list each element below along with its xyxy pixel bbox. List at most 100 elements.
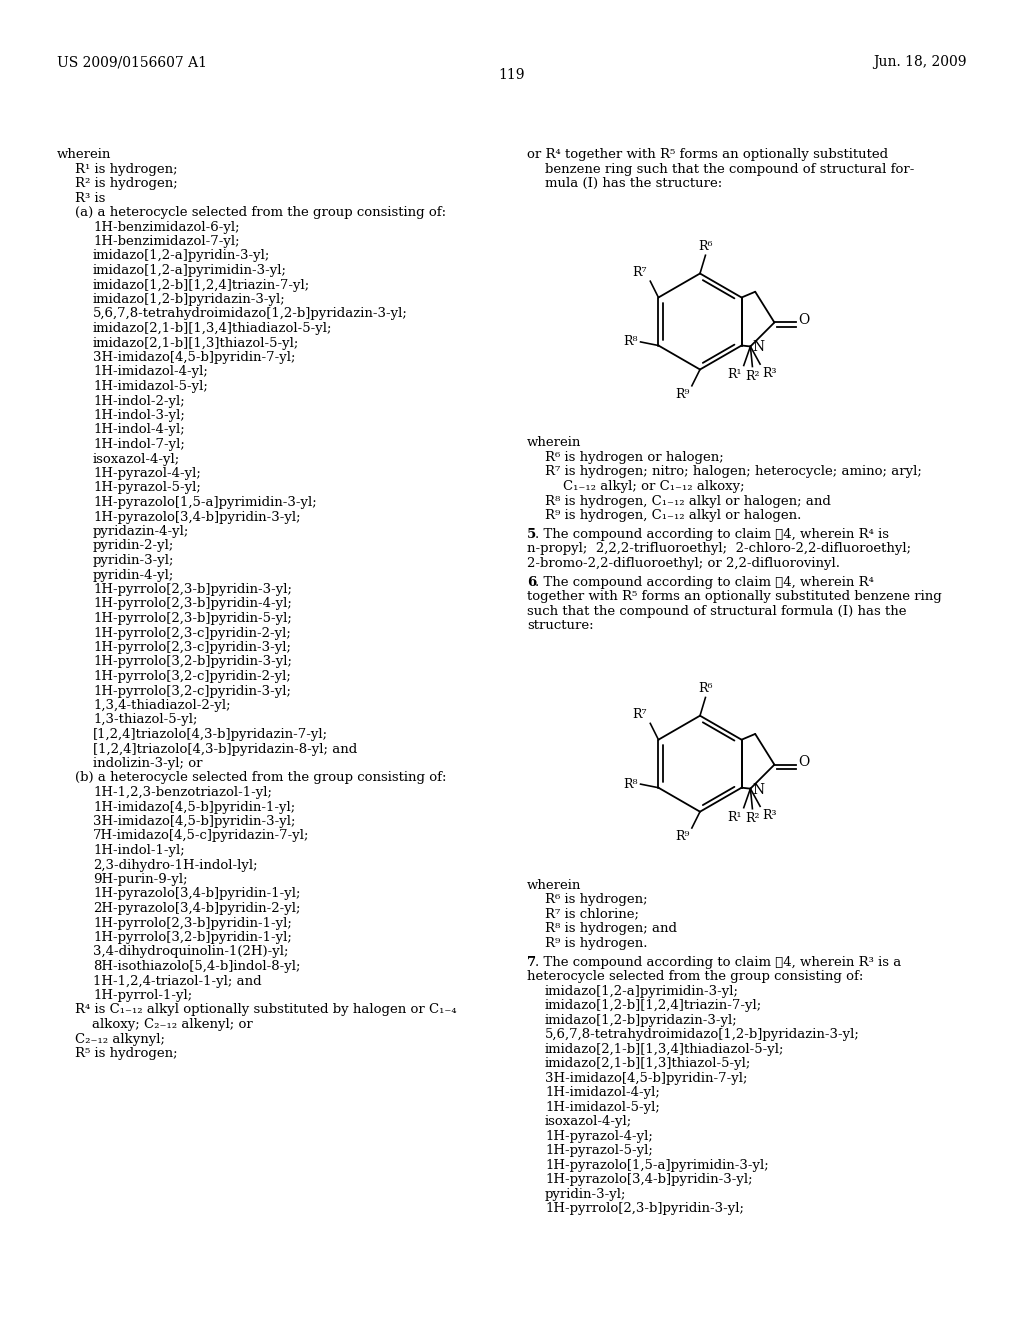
Text: imidazo[1,2-a]pyrimidin-3-yl;: imidazo[1,2-a]pyrimidin-3-yl; [93,264,287,277]
Text: R¹ is hydrogen;: R¹ is hydrogen; [75,162,177,176]
Text: 1H-pyrrolo[3,2-b]pyridin-1-yl;: 1H-pyrrolo[3,2-b]pyridin-1-yl; [93,931,292,944]
Text: . The compound according to claim 4, wherein R⁴: . The compound according to claim 4, wh… [535,576,873,589]
Text: R⁹ is hydrogen, C₁₋₁₂ alkyl or halogen.: R⁹ is hydrogen, C₁₋₁₂ alkyl or halogen. [545,510,802,521]
Text: 5: 5 [527,528,537,541]
Text: R⁴ is C₁₋₁₂ alkyl optionally substituted by halogen or C₁₋₄: R⁴ is C₁₋₁₂ alkyl optionally substituted… [75,1003,457,1016]
Text: imidazo[2,1-b][1,3]thiazol-5-yl;: imidazo[2,1-b][1,3]thiazol-5-yl; [545,1057,752,1071]
Text: wherein: wherein [527,879,582,892]
Text: imidazo[1,2-b]pyridazin-3-yl;: imidazo[1,2-b]pyridazin-3-yl; [93,293,286,306]
Text: pyridin-3-yl;: pyridin-3-yl; [545,1188,627,1201]
Text: mula (I) has the structure:: mula (I) has the structure: [545,177,722,190]
Text: imidazo[2,1-b][1,3]thiazol-5-yl;: imidazo[2,1-b][1,3]thiazol-5-yl; [93,337,299,350]
Text: 2,3-dihydro-1H-indol-lyl;: 2,3-dihydro-1H-indol-lyl; [93,858,258,871]
Text: imidazo[2,1-b][1,3,4]thiadiazol-5-yl;: imidazo[2,1-b][1,3,4]thiadiazol-5-yl; [93,322,333,335]
Text: structure:: structure: [527,619,594,632]
Text: alkoxy; C₂₋₁₂ alkenyl; or: alkoxy; C₂₋₁₂ alkenyl; or [75,1018,253,1031]
Text: imidazo[1,2-b][1,2,4]triazin-7-yl;: imidazo[1,2-b][1,2,4]triazin-7-yl; [545,999,762,1012]
Text: 1H-1,2,4-triazol-1-yl; and: 1H-1,2,4-triazol-1-yl; and [93,974,261,987]
Text: R⁸: R⁸ [623,777,638,791]
Text: 1H-imidazol-5-yl;: 1H-imidazol-5-yl; [545,1101,659,1114]
Text: 1H-pyrazol-5-yl;: 1H-pyrazol-5-yl; [545,1144,653,1158]
Text: R⁸ is hydrogen, C₁₋₁₂ alkyl or halogen; and: R⁸ is hydrogen, C₁₋₁₂ alkyl or halogen; … [545,495,830,507]
Text: R⁹: R⁹ [676,388,690,401]
Text: . The compound according to claim 4, wherein R³ is a: . The compound according to claim 4, wh… [535,956,901,969]
Text: [1,2,4]triazolo[4,3-b]pyridazin-8-yl; and: [1,2,4]triazolo[4,3-b]pyridazin-8-yl; an… [93,742,357,755]
Text: 1H-pyrazolo[3,4-b]pyridin-1-yl;: 1H-pyrazolo[3,4-b]pyridin-1-yl; [93,887,300,900]
Text: 8H-isothiazolo[5,4-b]indol-8-yl;: 8H-isothiazolo[5,4-b]indol-8-yl; [93,960,300,973]
Text: Jun. 18, 2009: Jun. 18, 2009 [873,55,967,69]
Text: R⁶: R⁶ [698,240,713,253]
Text: R⁸ is hydrogen; and: R⁸ is hydrogen; and [545,923,677,935]
Text: 1H-indol-7-yl;: 1H-indol-7-yl; [93,438,185,451]
Text: R⁵ is hydrogen;: R⁵ is hydrogen; [75,1047,177,1060]
Text: O: O [799,313,810,327]
Text: R²: R² [745,812,760,825]
Text: 1H-pyrazolo[1,5-a]pyrimidin-3-yl;: 1H-pyrazolo[1,5-a]pyrimidin-3-yl; [93,496,316,510]
Text: 1H-1,2,3-benzotriazol-1-yl;: 1H-1,2,3-benzotriazol-1-yl; [93,785,272,799]
Text: 3,4-dihydroquinolin-1(2H)-yl;: 3,4-dihydroquinolin-1(2H)-yl; [93,945,289,958]
Text: 1H-pyrrolo[2,3-c]pyridin-3-yl;: 1H-pyrrolo[2,3-c]pyridin-3-yl; [93,642,291,653]
Text: together with R⁵ forms an optionally substituted benzene ring: together with R⁵ forms an optionally sub… [527,590,942,603]
Text: 3H-imidazo[4,5-b]pyridin-7-yl;: 3H-imidazo[4,5-b]pyridin-7-yl; [545,1072,748,1085]
Text: 3H-imidazo[4,5-b]pyridin-7-yl;: 3H-imidazo[4,5-b]pyridin-7-yl; [93,351,296,364]
Text: R¹: R¹ [727,368,741,381]
Text: or R⁴ together with R⁵ forms an optionally substituted: or R⁴ together with R⁵ forms an optional… [527,148,888,161]
Text: indolizin-3-yl; or: indolizin-3-yl; or [93,756,203,770]
Text: 1H-indol-2-yl;: 1H-indol-2-yl; [93,395,184,408]
Text: C₂₋₁₂ alkynyl;: C₂₋₁₂ alkynyl; [75,1032,165,1045]
Text: wherein: wherein [527,437,582,450]
Text: R⁶: R⁶ [698,682,713,696]
Text: 1H-pyrrolo[3,2-c]pyridin-2-yl;: 1H-pyrrolo[3,2-c]pyridin-2-yl; [93,671,291,682]
Text: 3H-imidazo[4,5-b]pyridin-3-yl;: 3H-imidazo[4,5-b]pyridin-3-yl; [93,814,296,828]
Text: R³: R³ [762,809,776,822]
Text: [1,2,4]triazolo[4,3-b]pyridazin-7-yl;: [1,2,4]triazolo[4,3-b]pyridazin-7-yl; [93,729,328,741]
Text: R⁸: R⁸ [623,335,638,348]
Text: pyridazin-4-yl;: pyridazin-4-yl; [93,525,189,539]
Text: 2H-pyrazolo[3,4-b]pyridin-2-yl;: 2H-pyrazolo[3,4-b]pyridin-2-yl; [93,902,300,915]
Text: 1H-pyrrolo[3,2-b]pyridin-3-yl;: 1H-pyrrolo[3,2-b]pyridin-3-yl; [93,656,292,668]
Text: 1,3-thiazol-5-yl;: 1,3-thiazol-5-yl; [93,714,198,726]
Text: 1H-pyrazol-4-yl;: 1H-pyrazol-4-yl; [93,467,201,480]
Text: such that the compound of structural formula (I) has the: such that the compound of structural for… [527,605,906,618]
Text: 1H-indol-4-yl;: 1H-indol-4-yl; [93,424,184,437]
Text: . The compound according to claim 4, wherein R⁴ is: . The compound according to claim 4, wh… [535,528,889,541]
Text: 1H-pyrrolo[2,3-b]pyridin-3-yl;: 1H-pyrrolo[2,3-b]pyridin-3-yl; [545,1203,744,1214]
Text: US 2009/0156607 A1: US 2009/0156607 A1 [57,55,207,69]
Text: n-propyl;  2,2,2-trifluoroethyl;  2-chloro-2,2-difluoroethyl;: n-propyl; 2,2,2-trifluoroethyl; 2-chloro… [527,543,911,556]
Text: 1H-pyrazolo[3,4-b]pyridin-3-yl;: 1H-pyrazolo[3,4-b]pyridin-3-yl; [93,511,301,524]
Text: 119: 119 [499,69,525,82]
Text: 1H-imidazo[4,5-b]pyridin-1-yl;: 1H-imidazo[4,5-b]pyridin-1-yl; [93,800,295,813]
Text: R⁶ is hydrogen or halogen;: R⁶ is hydrogen or halogen; [545,451,724,465]
Text: 2-bromo-2,2-difluoroethyl; or 2,2-difluorovinyl.: 2-bromo-2,2-difluoroethyl; or 2,2-difluo… [527,557,840,570]
Text: 1H-pyrazolo[1,5-a]pyrimidin-3-yl;: 1H-pyrazolo[1,5-a]pyrimidin-3-yl; [545,1159,769,1172]
Text: 5,6,7,8-tetrahydroimidazo[1,2-b]pyridazin-3-yl;: 5,6,7,8-tetrahydroimidazo[1,2-b]pyridazi… [545,1028,860,1041]
Text: 1H-pyrazol-4-yl;: 1H-pyrazol-4-yl; [545,1130,653,1143]
Text: imidazo[1,2-b][1,2,4]triazin-7-yl;: imidazo[1,2-b][1,2,4]triazin-7-yl; [93,279,310,292]
Text: N: N [753,783,765,797]
Text: 1H-pyrrolo[2,3-b]pyridin-5-yl;: 1H-pyrrolo[2,3-b]pyridin-5-yl; [93,612,292,624]
Text: R⁷: R⁷ [633,267,647,280]
Text: 7H-imidazo[4,5-c]pyridazin-7-yl;: 7H-imidazo[4,5-c]pyridazin-7-yl; [93,829,309,842]
Text: 1H-pyrazolo[3,4-b]pyridin-3-yl;: 1H-pyrazolo[3,4-b]pyridin-3-yl; [545,1173,753,1187]
Text: 1H-indol-3-yl;: 1H-indol-3-yl; [93,409,185,422]
Text: isoxazol-4-yl;: isoxazol-4-yl; [545,1115,632,1129]
Text: R⁷ is hydrogen; nitro; halogen; heterocycle; amino; aryl;: R⁷ is hydrogen; nitro; halogen; heterocy… [545,466,922,479]
Text: 1H-pyrrolo[3,2-c]pyridin-3-yl;: 1H-pyrrolo[3,2-c]pyridin-3-yl; [93,685,291,697]
Text: 5,6,7,8-tetrahydroimidazo[1,2-b]pyridazin-3-yl;: 5,6,7,8-tetrahydroimidazo[1,2-b]pyridazi… [93,308,408,321]
Text: imidazo[1,2-a]pyridin-3-yl;: imidazo[1,2-a]pyridin-3-yl; [93,249,270,263]
Text: R⁹ is hydrogen.: R⁹ is hydrogen. [545,937,647,949]
Text: 1H-pyrrolo[2,3-c]pyridin-2-yl;: 1H-pyrrolo[2,3-c]pyridin-2-yl; [93,627,291,639]
Text: imidazo[2,1-b][1,3,4]thiadiazol-5-yl;: imidazo[2,1-b][1,3,4]thiadiazol-5-yl; [545,1043,784,1056]
Text: R¹: R¹ [727,810,741,824]
Text: R² is hydrogen;: R² is hydrogen; [75,177,178,190]
Text: N: N [753,341,765,355]
Text: 1H-pyrrol-1-yl;: 1H-pyrrol-1-yl; [93,989,193,1002]
Text: 1H-imidazol-4-yl;: 1H-imidazol-4-yl; [93,366,208,379]
Text: (b) a heterocycle selected from the group consisting of:: (b) a heterocycle selected from the grou… [75,771,446,784]
Text: benzene ring such that the compound of structural for-: benzene ring such that the compound of s… [545,162,914,176]
Text: 9H-purin-9-yl;: 9H-purin-9-yl; [93,873,187,886]
Text: R⁷ is chlorine;: R⁷ is chlorine; [545,908,639,921]
Text: imidazo[1,2-a]pyrimidin-3-yl;: imidazo[1,2-a]pyrimidin-3-yl; [545,985,739,998]
Text: R⁹: R⁹ [676,830,690,843]
Text: isoxazol-4-yl;: isoxazol-4-yl; [93,453,180,466]
